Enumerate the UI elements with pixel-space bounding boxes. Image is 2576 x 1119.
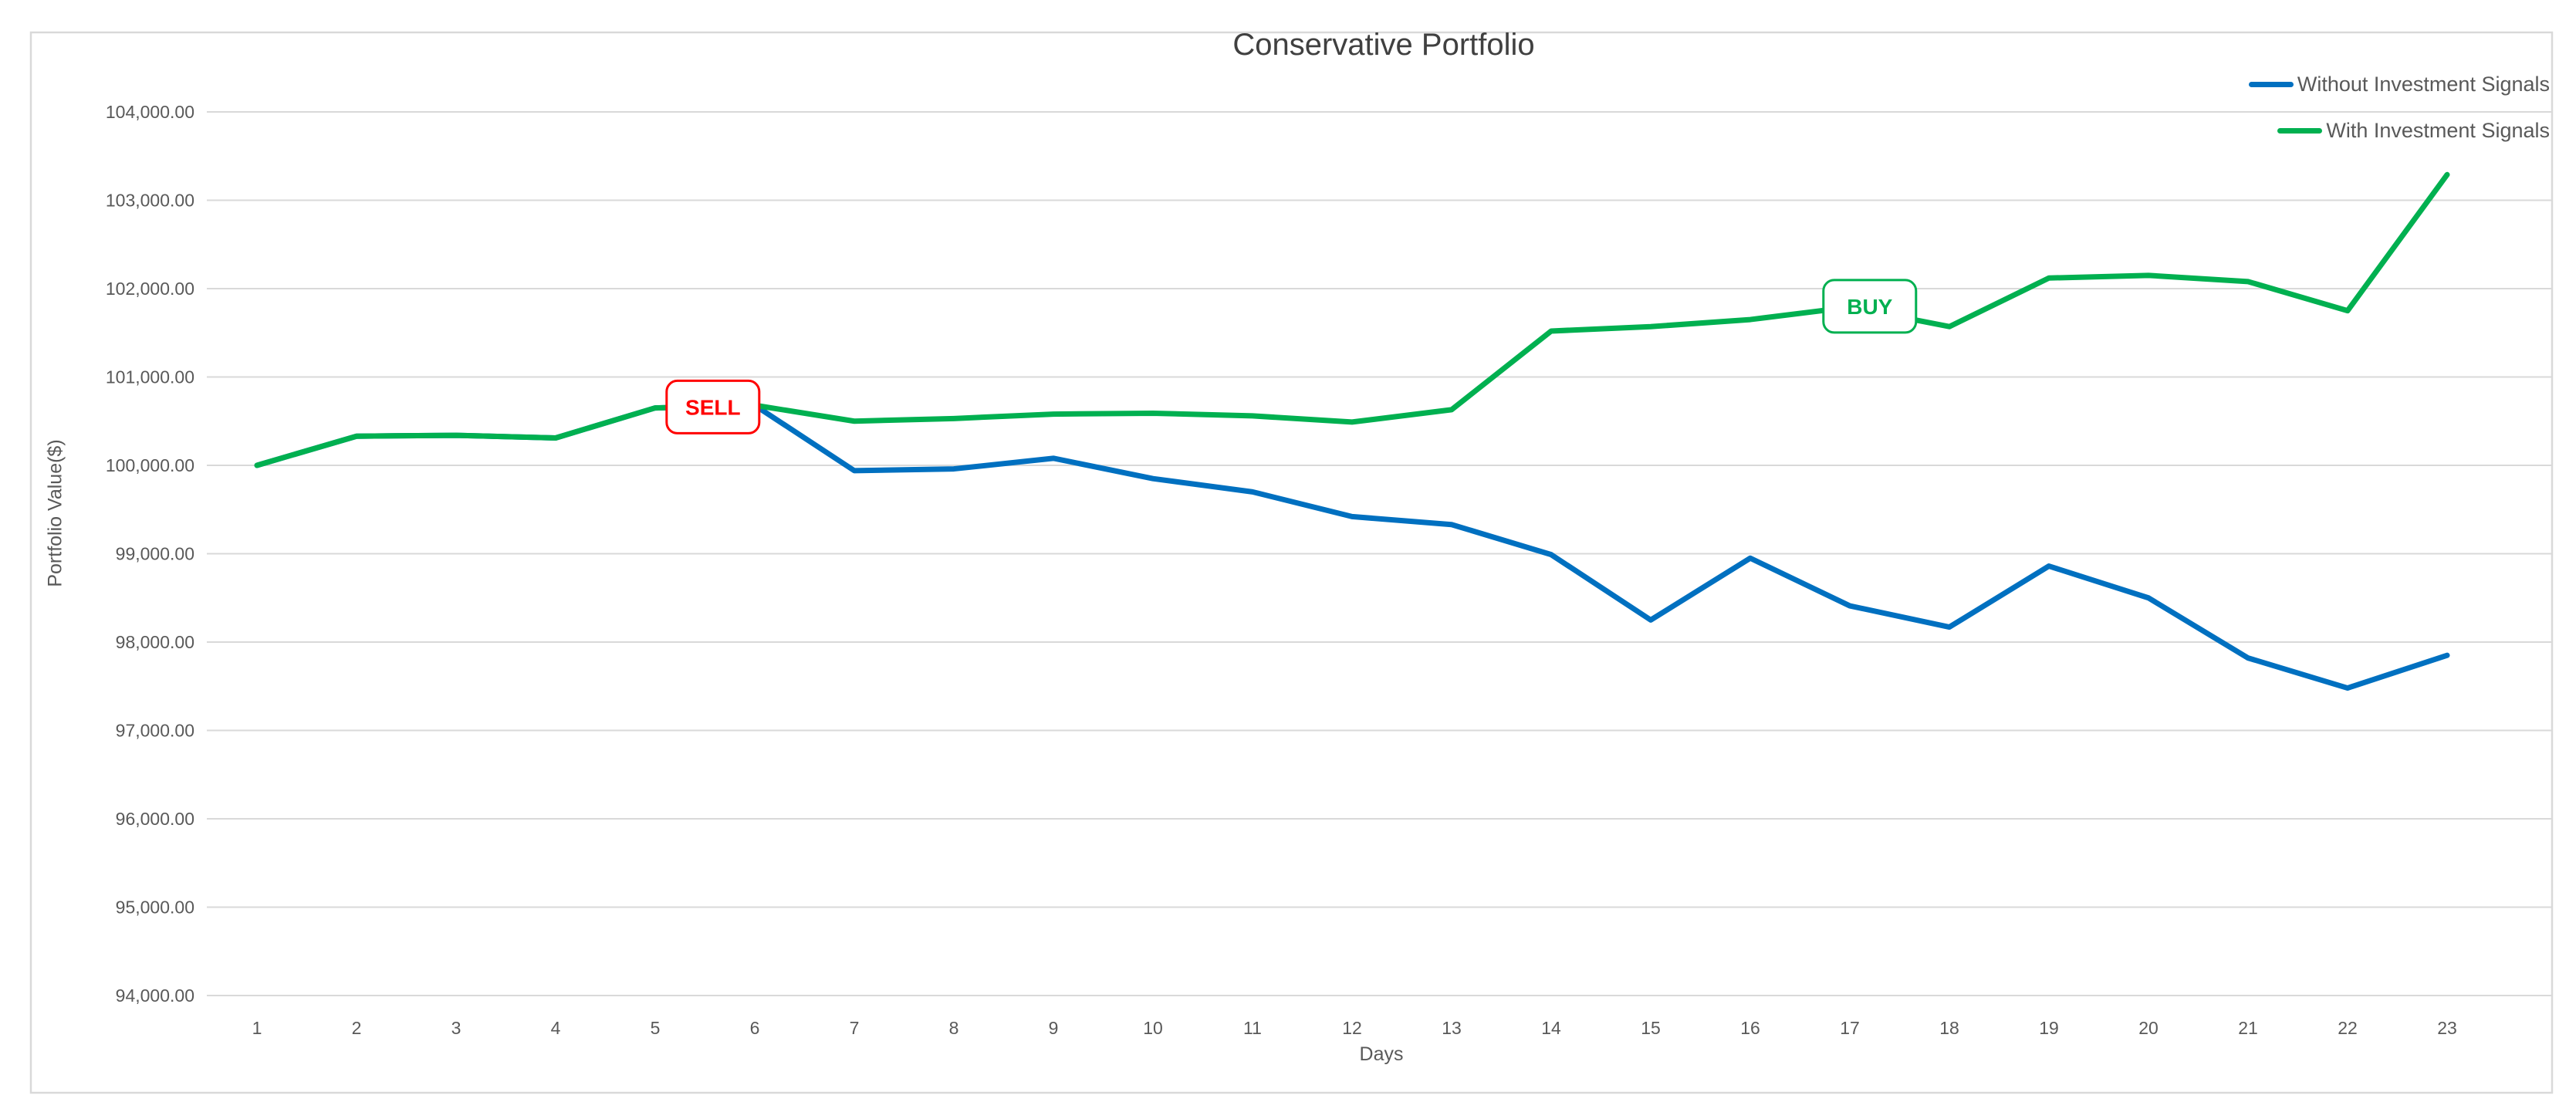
chart-legend: Without Investment Signals With Investme… <box>2248 73 2550 143</box>
y-tick-label: 100,000.00 <box>106 455 194 475</box>
chart-frame <box>29 31 2554 1094</box>
y-tick-label: 101,000.00 <box>106 367 194 387</box>
x-tick-label: 2 <box>352 1018 362 1038</box>
y-tick-label: 95,000.00 <box>116 898 194 918</box>
buy-signal-box[interactable] <box>1822 279 1918 334</box>
x-tick-label: 6 <box>750 1018 760 1038</box>
x-tick-label: 13 <box>1442 1018 1462 1038</box>
legend-item-without-signals[interactable]: Without Investment Signals <box>2248 73 2550 96</box>
y-axis-title: Portfolio Value($) <box>44 439 66 587</box>
buy-signal-label: BUY <box>1847 295 1892 319</box>
x-tick-label: 22 <box>2338 1018 2358 1038</box>
x-tick-label: 11 <box>1243 1018 1262 1038</box>
x-tick-label: 8 <box>949 1018 959 1038</box>
x-tick-label: 18 <box>1939 1018 1959 1038</box>
x-tick-label: 23 <box>2437 1018 2457 1038</box>
y-tick-label: 99,000.00 <box>116 544 194 564</box>
x-tick-label: 4 <box>551 1018 561 1038</box>
legend-label: With Investment Signals <box>2326 119 2550 142</box>
y-tick-label: 94,000.00 <box>116 985 194 1006</box>
x-axis-title: Days <box>1359 1043 1404 1065</box>
x-tick-label: 16 <box>1740 1018 1760 1038</box>
x-tick-label: 10 <box>1143 1018 1163 1038</box>
legend-line-swatch-green <box>2277 128 2323 134</box>
x-tick-label: 3 <box>451 1018 461 1038</box>
sell-signal-label: SELL <box>685 395 741 419</box>
y-tick-label: 96,000.00 <box>116 809 194 829</box>
chart-title: Conservative Portfolio <box>1232 28 1535 62</box>
x-tick-label: 5 <box>651 1018 661 1038</box>
x-tick-label: 17 <box>1840 1018 1860 1038</box>
x-tick-label: 19 <box>2039 1018 2059 1038</box>
y-tick-label: 98,000.00 <box>116 632 194 652</box>
legend-label: Without Investment Signals <box>2297 73 2550 96</box>
x-tick-label: 12 <box>1342 1018 1362 1038</box>
x-tick-label: 15 <box>1641 1018 1661 1038</box>
series-line-with-signals[interactable] <box>254 171 2450 468</box>
legend-line-swatch-blue <box>2248 82 2294 87</box>
y-tick-label: 102,000.00 <box>106 279 194 299</box>
series-line-without-signals[interactable] <box>254 402 2450 691</box>
x-tick-label: 14 <box>1541 1018 1561 1038</box>
y-tick-label: 104,000.00 <box>106 102 194 122</box>
y-tick-label: 103,000.00 <box>106 191 194 211</box>
x-tick-label: 1 <box>252 1018 262 1038</box>
x-tick-label: 9 <box>1049 1018 1059 1038</box>
legend-item-with-signals[interactable]: With Investment Signals <box>2277 119 2550 143</box>
sell-signal-box[interactable] <box>665 379 761 434</box>
x-tick-label: 7 <box>850 1018 860 1038</box>
x-tick-label: 20 <box>2138 1018 2158 1038</box>
x-tick-label: 21 <box>2238 1018 2258 1038</box>
y-tick-label: 97,000.00 <box>116 721 194 741</box>
